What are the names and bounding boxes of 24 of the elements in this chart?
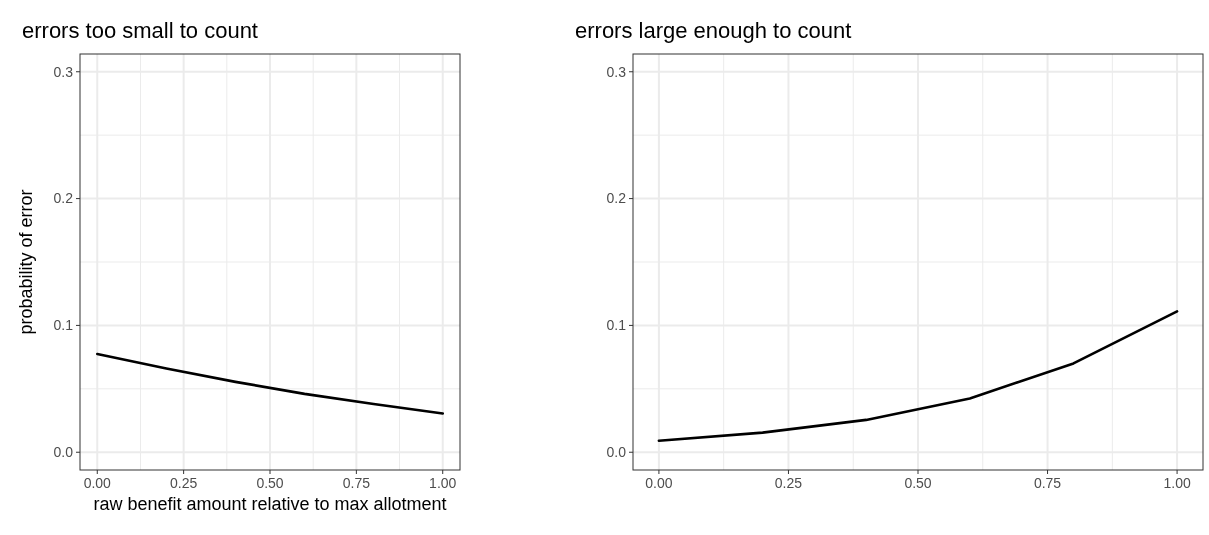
x-tick-label: 0.50	[256, 475, 284, 491]
x-tick-label: 0.00	[645, 475, 673, 491]
x-tick-label: 1.00	[1163, 475, 1191, 491]
y-tick-label: 0.0	[606, 444, 627, 461]
y-tick-label: 0.1	[53, 317, 74, 334]
y-tick-label: 0.0	[53, 444, 74, 461]
x-tick-label: 0.75	[1033, 475, 1062, 491]
line-series	[95, 352, 445, 415]
x-tick-label: 0.25	[774, 475, 803, 491]
x-axis-title: raw benefit amount relative to max allotment	[93, 494, 447, 514]
y-tick-label: 0.3	[53, 63, 74, 80]
chart-title: errors too small to count	[22, 18, 258, 43]
chart-title: errors large enough to count	[575, 18, 852, 43]
y-tick-label: 0.2	[53, 190, 74, 207]
x-tick-label: 0.00	[83, 475, 112, 491]
y-tick-label: 0.3	[606, 63, 627, 80]
y-axis-title: probability of error	[16, 189, 36, 335]
y-tick-label: 0.2	[606, 190, 627, 207]
x-tick-label: 0.50	[904, 475, 932, 491]
y-tick-label: 0.1	[606, 317, 627, 334]
x-tick-label: 0.75	[342, 475, 371, 491]
x-tick-label: 1.00	[429, 475, 457, 491]
line-series	[657, 310, 1179, 442]
x-tick-label: 0.25	[170, 475, 198, 491]
